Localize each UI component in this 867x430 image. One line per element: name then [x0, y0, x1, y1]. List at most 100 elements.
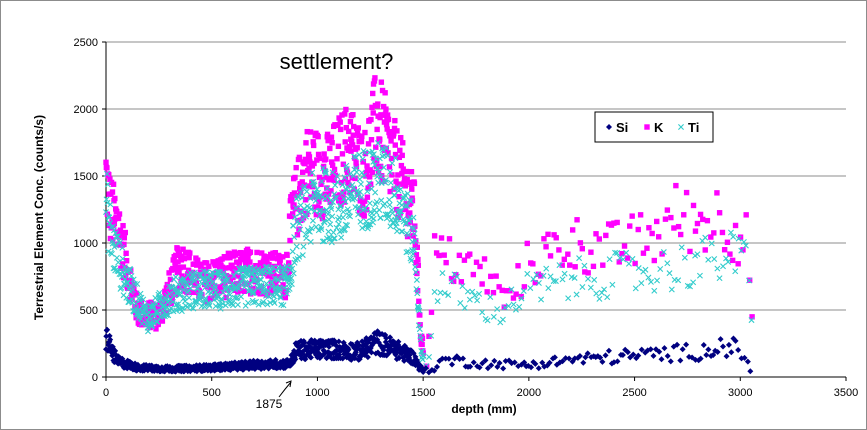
point-k: [317, 194, 324, 200]
point-si: [658, 356, 665, 363]
point-ti: [303, 188, 310, 195]
point-k: [203, 260, 210, 266]
point-k: [404, 233, 411, 240]
point-ti: [321, 219, 328, 226]
point-k: [398, 162, 405, 169]
point-k: [585, 270, 591, 276]
point-ti: [746, 277, 753, 284]
point-ti: [289, 265, 296, 272]
point-ti: [346, 208, 352, 215]
point-k: [453, 272, 459, 278]
point-ti: [417, 336, 424, 343]
point-k: [336, 115, 342, 121]
point-ti: [154, 318, 161, 325]
point-k: [369, 104, 375, 111]
point-ti: [111, 227, 117, 234]
point-k: [490, 289, 497, 296]
point-k: [448, 275, 455, 282]
point-k: [518, 293, 524, 300]
point-k: [335, 122, 341, 128]
y-tick-label: 500: [80, 305, 98, 317]
point-k: [362, 129, 368, 136]
point-ti: [431, 288, 438, 295]
point-k: [407, 210, 413, 216]
legend-box: [594, 111, 714, 143]
point-k: [510, 295, 517, 301]
point-ti: [283, 290, 290, 297]
point-k: [331, 166, 338, 173]
point-ti: [328, 205, 335, 212]
point-k: [384, 126, 390, 132]
point-ti: [198, 288, 205, 295]
point-ti: [696, 272, 703, 279]
legend-marker-si: [606, 124, 612, 130]
point-k: [110, 181, 117, 187]
point-k: [154, 313, 161, 319]
point-ti: [471, 292, 478, 299]
legend: Si K Ti: [594, 111, 714, 143]
point-ti: [419, 348, 426, 355]
point-k: [328, 188, 334, 194]
point-ti: [255, 265, 262, 272]
point-ti: [416, 307, 423, 314]
point-k: [329, 162, 336, 168]
point-si: [292, 356, 299, 363]
point-ti: [678, 244, 685, 251]
point-ti: [394, 216, 401, 223]
point-k: [286, 260, 292, 266]
point-k: [320, 163, 327, 170]
point-si: [683, 341, 690, 348]
point-k: [561, 256, 568, 263]
point-k: [450, 278, 457, 285]
legend-marker-ti: [678, 124, 684, 130]
point-k: [272, 250, 279, 256]
point-k: [257, 260, 264, 266]
point-k: [655, 234, 662, 240]
point-k: [727, 251, 733, 257]
point-si: [383, 335, 390, 342]
point-k: [724, 239, 731, 245]
point-k: [692, 228, 699, 234]
point-k: [681, 212, 687, 218]
point-k: [276, 260, 283, 266]
point-ti: [341, 226, 348, 233]
point-ti: [407, 198, 414, 205]
point-ti: [119, 244, 126, 251]
point-k: [372, 75, 378, 81]
point-ti: [694, 251, 701, 258]
point-si: [107, 336, 114, 343]
point-k: [335, 143, 342, 150]
point-ti: [145, 309, 152, 316]
point-k: [175, 259, 181, 265]
point-k: [416, 298, 422, 304]
point-ti: [255, 301, 262, 308]
point-k: [177, 264, 183, 271]
point-ti: [361, 149, 368, 156]
point-ti: [404, 202, 411, 209]
point-si: [697, 355, 704, 362]
point-ti: [217, 305, 224, 312]
point-ti: [307, 195, 314, 202]
point-ti: [155, 310, 162, 317]
point-ti: [325, 228, 332, 235]
point-ti: [372, 189, 379, 196]
point-k: [496, 284, 502, 290]
point-si: [700, 342, 707, 349]
point-k: [441, 252, 447, 258]
point-k: [740, 247, 746, 253]
point-ti: [404, 190, 411, 197]
point-ti: [215, 294, 222, 301]
point-k: [368, 137, 375, 143]
point-k: [294, 232, 301, 238]
point-ti: [524, 270, 531, 277]
point-ti: [412, 264, 419, 271]
point-k: [273, 281, 279, 287]
point-k: [119, 261, 126, 267]
point-k: [347, 118, 354, 125]
point-k: [524, 240, 530, 247]
point-k: [651, 257, 657, 264]
x-tick-label: 500: [203, 387, 221, 399]
point-k: [184, 276, 190, 282]
point-ti: [357, 181, 364, 188]
point-ti: [616, 254, 623, 261]
